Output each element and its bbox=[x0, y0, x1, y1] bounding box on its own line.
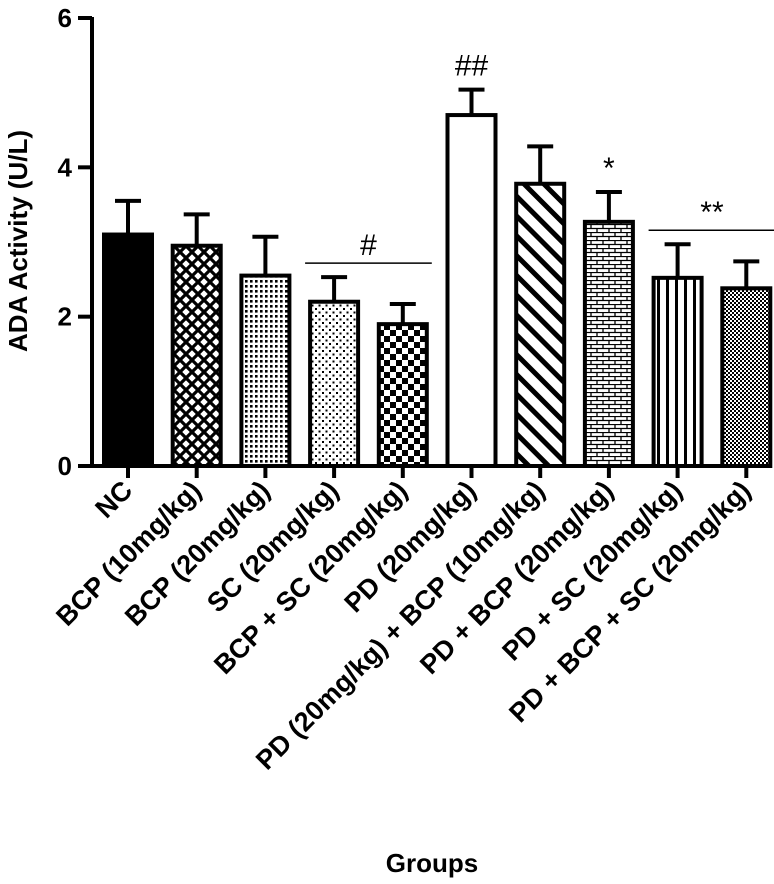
bar bbox=[514, 181, 567, 468]
bar bbox=[308, 299, 361, 468]
bar bbox=[170, 243, 223, 468]
bar bbox=[239, 273, 292, 468]
bar bbox=[376, 322, 429, 468]
y-axis-title: ADA Activity (U/L) bbox=[3, 130, 33, 352]
bar bbox=[102, 232, 154, 468]
bar bbox=[445, 113, 498, 468]
category-label: NC bbox=[89, 475, 138, 524]
x-axis-title: Groups bbox=[386, 848, 478, 878]
significance-mark: ** bbox=[700, 196, 724, 229]
y-ticks: 0 2 4 6 bbox=[58, 3, 92, 481]
significance-annotations: ###*** bbox=[305, 50, 774, 264]
y-tick-label: 4 bbox=[58, 152, 73, 182]
bar bbox=[582, 219, 635, 468]
y-tick-label: 6 bbox=[58, 3, 72, 33]
bars bbox=[102, 113, 773, 468]
significance-mark: ## bbox=[455, 50, 489, 83]
y-tick-label: 0 bbox=[58, 451, 72, 481]
error-bars bbox=[115, 87, 760, 325]
y-tick-label: 2 bbox=[58, 302, 72, 332]
bar bbox=[720, 286, 773, 468]
significance-mark: * bbox=[603, 152, 615, 185]
significance-mark: # bbox=[360, 229, 377, 262]
bar bbox=[651, 275, 704, 468]
